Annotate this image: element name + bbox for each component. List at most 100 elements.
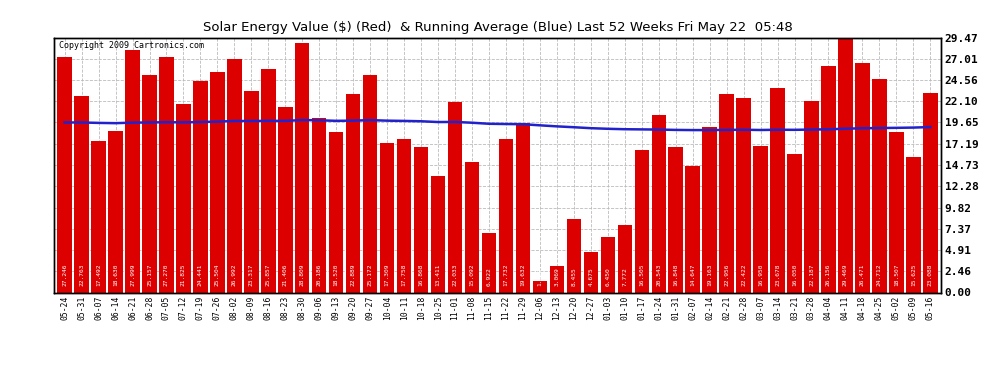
Bar xyxy=(618,225,632,292)
Bar xyxy=(57,57,72,292)
Bar xyxy=(431,177,446,292)
Bar xyxy=(143,75,156,292)
Text: 16.868: 16.868 xyxy=(419,263,424,286)
Bar xyxy=(839,38,852,292)
Bar xyxy=(584,252,598,292)
Text: 18.520: 18.520 xyxy=(334,263,339,286)
Bar xyxy=(397,139,411,292)
Bar xyxy=(380,143,394,292)
Bar xyxy=(753,146,768,292)
Bar xyxy=(787,154,802,292)
Bar xyxy=(889,132,904,292)
Text: 26.156: 26.156 xyxy=(826,263,831,286)
Bar xyxy=(312,118,327,292)
Text: 20.543: 20.543 xyxy=(656,263,661,286)
Text: 23.088: 23.088 xyxy=(928,263,933,286)
Bar xyxy=(651,115,666,292)
Bar xyxy=(533,280,547,292)
Bar xyxy=(499,139,513,292)
Text: 13.411: 13.411 xyxy=(436,263,441,286)
Text: 22.889: 22.889 xyxy=(350,263,355,286)
Bar xyxy=(193,81,208,292)
Text: 1.369: 1.369 xyxy=(538,267,543,286)
Text: 20.186: 20.186 xyxy=(317,263,322,286)
Text: 21.406: 21.406 xyxy=(283,263,288,286)
Bar xyxy=(210,72,225,292)
Bar xyxy=(770,88,785,292)
Bar xyxy=(414,147,429,292)
Text: 24.712: 24.712 xyxy=(877,263,882,286)
Bar xyxy=(635,150,649,292)
Text: 28.809: 28.809 xyxy=(300,263,305,286)
Bar xyxy=(363,75,377,292)
Text: 27.999: 27.999 xyxy=(130,263,135,286)
Text: 22.956: 22.956 xyxy=(724,263,729,286)
Text: 25.172: 25.172 xyxy=(367,263,372,286)
Text: 23.317: 23.317 xyxy=(248,263,253,286)
Text: 15.625: 15.625 xyxy=(911,263,916,286)
Bar xyxy=(482,232,496,292)
Bar xyxy=(74,96,89,292)
Text: 18.507: 18.507 xyxy=(894,263,899,286)
Text: 17.732: 17.732 xyxy=(504,263,509,286)
Text: 21.825: 21.825 xyxy=(181,263,186,286)
Text: 8.455: 8.455 xyxy=(571,267,576,286)
Text: 22.187: 22.187 xyxy=(809,263,814,286)
Title: Solar Energy Value ($) (Red)  & Running Average (Blue) Last 52 Weeks Fri May 22 : Solar Energy Value ($) (Red) & Running A… xyxy=(203,21,792,33)
Bar xyxy=(737,99,750,292)
Text: 25.157: 25.157 xyxy=(147,263,152,286)
Bar xyxy=(91,141,106,292)
Text: 24.441: 24.441 xyxy=(198,263,203,286)
Text: 17.492: 17.492 xyxy=(96,263,101,286)
Text: 16.950: 16.950 xyxy=(758,263,763,286)
Bar xyxy=(176,104,191,292)
Text: 7.772: 7.772 xyxy=(623,267,628,286)
Text: 27.270: 27.270 xyxy=(164,263,169,286)
Text: 16.050: 16.050 xyxy=(792,263,797,286)
Bar xyxy=(668,147,683,292)
Bar xyxy=(245,91,258,292)
Text: 6.450: 6.450 xyxy=(605,267,610,286)
Bar xyxy=(822,66,836,292)
Text: 16.505: 16.505 xyxy=(640,263,644,286)
Bar xyxy=(159,57,173,292)
Text: 25.857: 25.857 xyxy=(266,263,271,286)
Text: 16.848: 16.848 xyxy=(673,263,678,286)
Bar xyxy=(566,219,581,292)
Bar xyxy=(906,157,921,292)
Bar xyxy=(447,102,462,292)
Text: 17.309: 17.309 xyxy=(385,263,390,286)
Text: 27.246: 27.246 xyxy=(62,263,67,286)
Text: 22.763: 22.763 xyxy=(79,263,84,286)
Text: 15.092: 15.092 xyxy=(469,263,474,286)
Text: 26.992: 26.992 xyxy=(232,263,237,286)
Text: 18.630: 18.630 xyxy=(113,263,118,286)
Text: 25.504: 25.504 xyxy=(215,263,220,286)
Text: 3.069: 3.069 xyxy=(554,267,559,286)
Bar xyxy=(549,266,564,292)
Text: 26.471: 26.471 xyxy=(860,263,865,286)
Bar xyxy=(804,100,819,292)
Text: 6.922: 6.922 xyxy=(486,267,491,286)
Bar xyxy=(703,127,717,292)
Text: 17.758: 17.758 xyxy=(402,263,407,286)
Text: 23.678: 23.678 xyxy=(775,263,780,286)
Bar xyxy=(108,131,123,292)
Bar xyxy=(126,50,140,292)
Bar xyxy=(329,132,344,292)
Text: 14.647: 14.647 xyxy=(690,263,695,286)
Text: 4.675: 4.675 xyxy=(588,267,593,286)
Bar xyxy=(516,123,531,292)
Bar xyxy=(227,59,242,292)
Bar xyxy=(261,69,275,292)
Bar xyxy=(720,94,734,292)
Bar xyxy=(464,162,479,292)
Text: 19.163: 19.163 xyxy=(707,263,712,286)
Text: 22.033: 22.033 xyxy=(452,263,457,286)
Text: Copyright 2009 Cartronics.com: Copyright 2009 Cartronics.com xyxy=(58,41,204,50)
Bar xyxy=(601,237,615,292)
Bar xyxy=(278,107,292,292)
Bar xyxy=(923,93,938,292)
Text: 19.632: 19.632 xyxy=(521,263,526,286)
Bar xyxy=(346,94,360,292)
